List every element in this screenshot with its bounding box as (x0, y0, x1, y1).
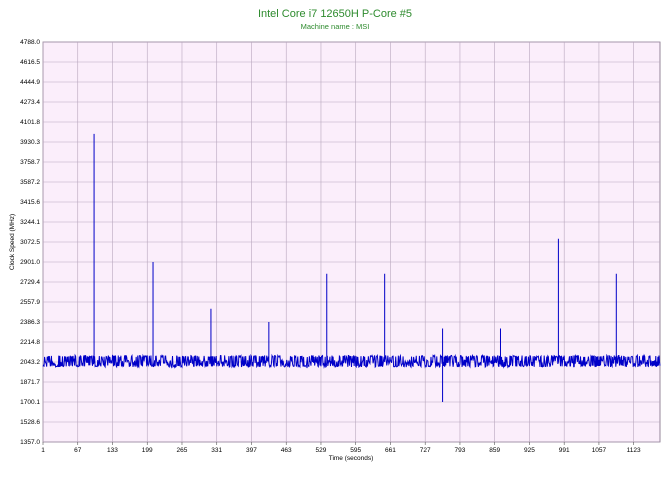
y-tick-label: 3244.1 (20, 219, 40, 226)
x-tick-label: 1 (41, 447, 45, 454)
y-axis-ticks: 4788.0 4616.5 4444.9 4273.4 4101.8 3930.3 3758… (20, 39, 40, 446)
x-tick-label: 991 (559, 447, 570, 454)
x-axis-label: Time (seconds) (329, 455, 374, 462)
y-tick-label: 4101.8 (20, 119, 40, 126)
x-tick-label: 199 (142, 447, 153, 454)
x-tick-label: 925 (524, 447, 535, 454)
x-tick-label: 463 (281, 447, 292, 454)
y-tick-label: 2557.9 (20, 299, 40, 306)
y-tick-label: 1357.0 (20, 439, 40, 446)
y-tick-label: 3072.5 (20, 239, 40, 246)
x-tick-label: 1123 (627, 447, 641, 454)
y-tick-label: 1700.1 (20, 399, 40, 406)
x-axis-ticks: 1 67 133 199 265 331 397 463 529 595 661 727 793 859 9… (41, 442, 641, 454)
x-tick-label: 595 (350, 447, 361, 454)
y-tick-label: 3758.7 (20, 159, 40, 166)
y-tick-label: 2043.2 (20, 359, 40, 366)
series-line (42, 133, 661, 403)
x-tick-label: 529 (316, 447, 327, 454)
y-tick-label: 3587.2 (20, 179, 40, 186)
grid-lines (42, 41, 660, 443)
y-tick-label: 2214.8 (20, 339, 40, 346)
y-tick-label: 2901.0 (20, 259, 40, 266)
x-tick-label: 397 (246, 447, 257, 454)
y-tick-label: 3930.3 (20, 139, 40, 146)
y-tick-label: 4788.0 (20, 39, 40, 46)
y-axis-label: Clock Speed (MHz) (9, 214, 16, 270)
y-tick-label: 2729.4 (20, 279, 40, 286)
x-tick-label: 331 (211, 447, 222, 454)
x-tick-label: 265 (177, 447, 188, 454)
x-tick-label: 1057 (592, 447, 607, 454)
y-tick-label: 4616.5 (20, 59, 40, 66)
chart-title: Intel Core i7 12650H P-Core #5 (258, 8, 412, 20)
x-tick-label: 661 (385, 447, 396, 454)
y-tick-label: 1871.7 (20, 379, 40, 386)
x-tick-label: 727 (420, 447, 431, 454)
y-tick-label: 3415.6 (20, 199, 40, 206)
y-tick-label: 1528.6 (20, 419, 40, 426)
x-tick-label: 133 (107, 447, 118, 454)
y-tick-label: 2386.3 (20, 319, 40, 326)
x-tick-label: 67 (74, 447, 82, 454)
x-tick-label: 793 (455, 447, 466, 454)
y-tick-label: 4273.4 (20, 99, 40, 106)
y-tick-label: 4444.9 (20, 79, 40, 86)
chart-subtitle: Machine name : MSI (301, 22, 370, 31)
x-tick-label: 859 (489, 447, 500, 454)
